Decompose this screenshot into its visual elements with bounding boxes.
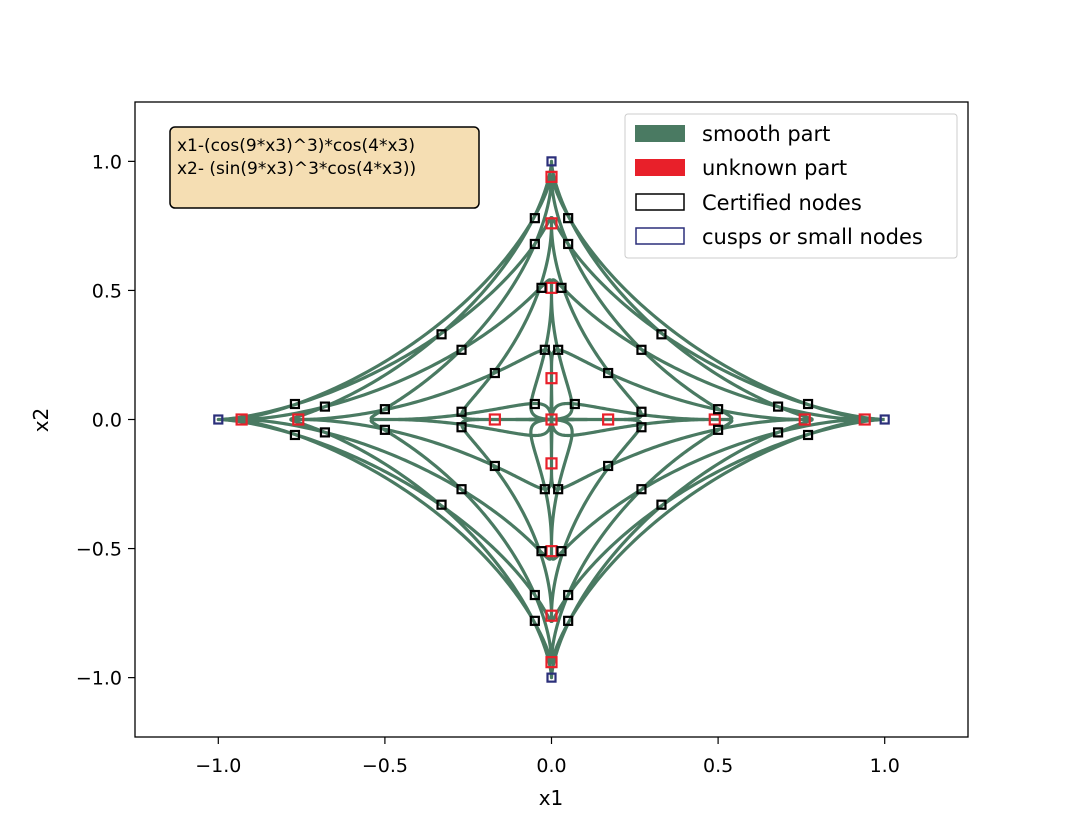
- certified-nodes-box: [636, 422, 647, 433]
- certified-nodes-box: [529, 238, 540, 250]
- cusps-or-small-nodes-box: [879, 414, 890, 425]
- certified-nodes-box: [563, 238, 574, 250]
- x-axis-ticks: −1.0 −0.5 0.0 0.5 1.0: [195, 737, 900, 777]
- y-axis-label: x2: [29, 408, 53, 433]
- certified-nodes-box: [712, 424, 724, 435]
- certified-nodes-box: [772, 401, 784, 412]
- certified-nodes-box: [563, 615, 574, 626]
- legend-swatch-unknown-part: [635, 159, 685, 176]
- cusps-or-small-nodes-box: [546, 672, 557, 683]
- x-tick-label: 0.0: [536, 755, 566, 777]
- legend-swatch-cusps: [635, 227, 685, 245]
- certified-nodes-box: [553, 484, 564, 495]
- certified-nodes-box: [636, 406, 647, 417]
- cusps-or-small-nodes-box: [213, 414, 224, 425]
- y-tick-label: −1.0: [76, 668, 122, 690]
- cusps-or-small-nodes-box: [546, 156, 557, 167]
- annotation-background: [169, 126, 480, 209]
- certified-nodes-box: [603, 367, 614, 379]
- y-tick-label: 1.0: [92, 151, 122, 173]
- marker-layer: [213, 156, 890, 683]
- unknown-part-box: [602, 413, 615, 426]
- smooth-curve: [216, 159, 887, 680]
- legend: smooth part unknown part Certified nodes…: [624, 113, 958, 259]
- legend-label-unknown-part: unknown part: [702, 156, 847, 180]
- certified-nodes-box: [319, 401, 331, 412]
- legend-label-smooth-part: smooth part: [702, 122, 830, 146]
- unknown-part-box: [488, 413, 501, 426]
- certified-nodes-box: [379, 424, 390, 435]
- certified-nodes-box: [536, 546, 547, 557]
- legend-swatch-certified-nodes: [635, 193, 685, 211]
- certified-nodes-box: [563, 213, 574, 224]
- certified-nodes-box: [536, 282, 547, 293]
- certified-nodes-box: [456, 484, 467, 495]
- certified-nodes-box: [712, 404, 724, 415]
- unknown-part-box: [292, 413, 305, 426]
- unknown-part-box: [708, 413, 721, 426]
- annotation-line-2: x2- (sin(9*x3)^3*cos(4*x3)): [177, 159, 416, 179]
- certified-nodes-box: [529, 615, 540, 626]
- certified-nodes-box: [539, 484, 550, 495]
- y-tick-label: 0.0: [92, 410, 122, 432]
- certified-nodes-box: [772, 427, 784, 438]
- certified-nodes-box: [539, 344, 550, 355]
- certified-nodes-box: [436, 499, 447, 510]
- certified-nodes-box: [569, 398, 580, 410]
- annotation-line-1: x1-(cos(9*x3)^3)*cos(4*x3): [177, 136, 415, 156]
- legend-label-cusps: cusps or small nodes: [702, 225, 923, 249]
- certified-nodes-box: [556, 546, 567, 557]
- certified-nodes-box: [556, 282, 567, 293]
- certified-nodes-box: [802, 429, 814, 441]
- y-tick-label: 0.5: [92, 280, 122, 302]
- certified-nodes-box: [636, 344, 647, 355]
- unknown-part-box: [545, 217, 558, 230]
- certified-nodes-box: [603, 460, 614, 472]
- unknown-part-box: [545, 170, 558, 183]
- certified-nodes-box: [489, 367, 500, 379]
- unknown-part-box: [545, 609, 558, 622]
- certified-nodes-box: [636, 484, 647, 495]
- certified-nodes-box: [489, 460, 500, 472]
- certified-nodes-box: [553, 344, 564, 355]
- unknown-part-box: [545, 372, 558, 385]
- unknown-part-box: [545, 656, 558, 669]
- x-axis-label: x1: [539, 786, 564, 810]
- smooth-curve-layer: [216, 159, 887, 680]
- certified-nodes-box: [802, 398, 814, 410]
- certified-nodes-box: [456, 344, 467, 355]
- certified-nodes-box: [289, 429, 301, 441]
- certified-nodes-box: [319, 427, 331, 438]
- x-tick-label: −0.5: [362, 755, 408, 777]
- x-tick-label: −1.0: [195, 755, 241, 777]
- legend-swatch-smooth-part: [635, 125, 685, 142]
- y-tick-label: −0.5: [76, 539, 122, 561]
- x-tick-label: 1.0: [870, 755, 900, 777]
- unknown-part-box: [545, 457, 558, 470]
- certified-nodes-box: [656, 499, 667, 510]
- annotation-box: x1-(cos(9*x3)^3)*cos(4*x3) x2- (sin(9*x3…: [169, 126, 480, 209]
- y-axis-ticks: 1.0 0.5 0.0 −0.5 −1.0: [76, 151, 135, 690]
- certified-nodes-box: [529, 398, 540, 410]
- legend-frame: [624, 113, 958, 259]
- plot-area: [213, 156, 890, 683]
- certified-nodes-box: [289, 398, 301, 410]
- certified-nodes-box: [563, 589, 574, 601]
- certified-nodes-box: [456, 406, 467, 417]
- unknown-part-box: [235, 413, 248, 426]
- certified-nodes-box: [379, 404, 390, 415]
- certified-nodes-box: [436, 329, 447, 340]
- x-tick-label: 0.5: [703, 755, 733, 777]
- certified-nodes-box: [656, 329, 667, 340]
- unknown-part-box: [545, 413, 558, 426]
- unknown-part-box: [858, 413, 871, 426]
- certified-nodes-box: [529, 213, 540, 224]
- certified-nodes-box: [529, 589, 540, 601]
- certified-nodes-box: [456, 422, 467, 433]
- legend-label-certified-nodes: Certified nodes: [702, 191, 862, 215]
- unknown-part-box: [798, 413, 811, 426]
